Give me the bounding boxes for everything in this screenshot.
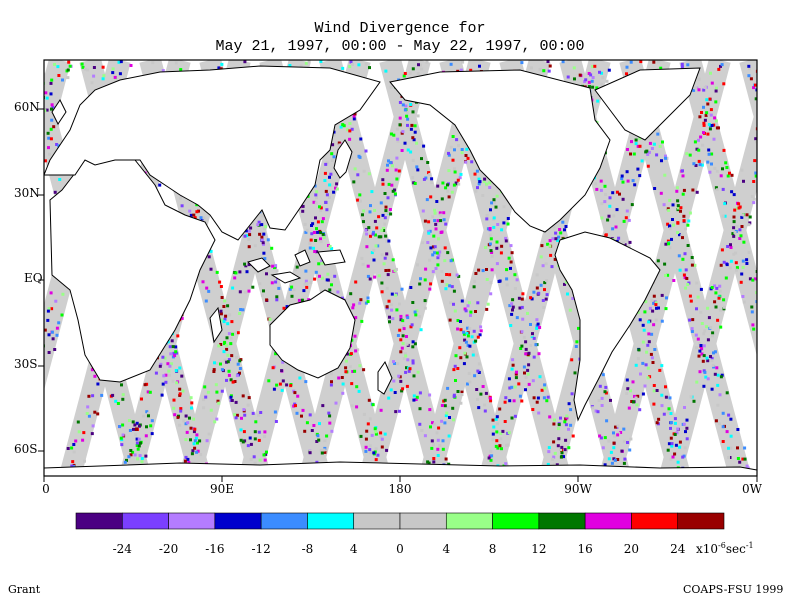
legend-swatch <box>677 512 725 530</box>
continents <box>44 65 757 476</box>
legend-swatch <box>538 512 586 530</box>
legend-tick-label: 12 <box>531 542 546 556</box>
legend-tick-label: 4 <box>442 542 450 556</box>
legend-color-bar <box>75 512 725 530</box>
continent-north-america <box>389 69 611 233</box>
legend-tick-label: -20 <box>159 542 178 556</box>
legend-tick-label: -12 <box>251 542 270 556</box>
legend-tick-label: 16 <box>578 542 593 556</box>
legend-swatch <box>214 512 262 530</box>
legend-swatch <box>121 512 169 530</box>
legend-swatch <box>445 512 493 530</box>
legend-tick-label: -8 <box>302 542 314 556</box>
legend-swatch <box>307 512 355 530</box>
lon-label-90w: 90W <box>564 482 592 496</box>
legend-swatch <box>168 512 216 530</box>
legend-tick-label: 4 <box>350 542 358 556</box>
legend-tick-label: 8 <box>489 542 497 556</box>
legend-swatch <box>584 512 632 530</box>
legend-swatch <box>492 512 540 530</box>
axis-ticks <box>38 108 758 482</box>
legend-swatch <box>75 512 123 530</box>
legend-tick-labels: -24 -20 -16 -12 -8 4 0 4 8 12 16 20 24 <box>113 542 686 556</box>
lon-label-180: 180 <box>388 482 412 496</box>
legend-swatch <box>631 512 679 530</box>
color-legend: -24 -20 -16 -12 -8 4 0 4 8 12 16 20 24 x10-6sec-1 <box>75 512 754 556</box>
legend-swatch <box>399 512 447 530</box>
continent-eurasia <box>44 65 381 241</box>
continent-antarctica <box>44 461 757 476</box>
continent-australia <box>269 289 356 379</box>
legend-swatch <box>353 512 401 530</box>
legend-swatch <box>260 512 308 530</box>
lat-label-30s: 30S <box>14 357 38 371</box>
legend-tick-label: -24 <box>113 542 133 556</box>
chart-title-line2: May 21, 1997, 00:00 - May 22, 1997, 00:0… <box>215 38 585 55</box>
legend-tick-label: 20 <box>624 542 639 556</box>
credit-institution: COAPS-FSU 1999 <box>683 583 784 596</box>
legend-unit: x10-6sec-1 <box>696 541 754 556</box>
lon-label-90e: 90E <box>209 482 235 496</box>
lat-label-eq: EQ <box>24 271 43 285</box>
lon-label-0: 0 <box>42 482 50 496</box>
lon-label-0w: 0W <box>742 482 762 496</box>
continent-greenland <box>594 67 701 141</box>
credit-author: Grant <box>8 583 41 596</box>
lat-label-30n: 30N <box>14 186 40 200</box>
legend-tick-label: 24 <box>670 542 686 556</box>
legend-tick-label: -16 <box>205 542 224 556</box>
chart-title-line1: Wind Divergence for <box>314 20 486 37</box>
legend-tick-label: 0 <box>396 542 404 556</box>
lat-label-60n: 60N <box>14 100 40 114</box>
lat-label-60s: 60S <box>14 442 38 456</box>
continent-south-america <box>554 231 661 422</box>
